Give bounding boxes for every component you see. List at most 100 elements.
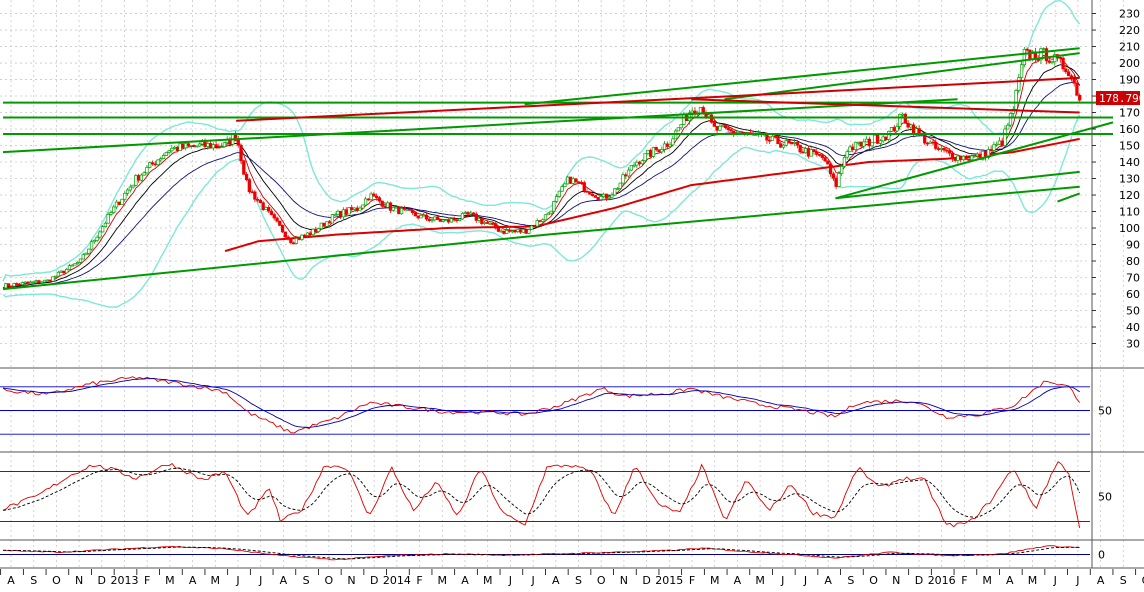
candle	[864, 136, 869, 143]
time-tick-label: N	[347, 574, 355, 587]
candle	[112, 204, 116, 214]
candle	[264, 206, 268, 211]
candle	[873, 133, 877, 144]
time-tick-label: N	[620, 574, 628, 587]
price-tick-label: 160	[1119, 123, 1140, 136]
candle	[826, 160, 830, 165]
candle	[629, 165, 633, 172]
candle	[862, 138, 866, 149]
candle	[377, 195, 382, 204]
price-tick-label: 110	[1119, 206, 1140, 219]
time-tick-label: A	[552, 574, 560, 587]
candle	[267, 205, 271, 213]
time-tick-label: O	[869, 574, 878, 587]
candle	[870, 142, 874, 149]
time-tick-label: J	[780, 574, 784, 587]
candle	[524, 229, 528, 235]
candle	[585, 188, 589, 193]
candle	[842, 154, 847, 169]
candle	[571, 176, 575, 186]
candle	[1044, 46, 1049, 65]
candle	[6, 283, 11, 287]
candle	[1014, 88, 1018, 112]
indicator-panel-1: 50	[0, 376, 1112, 435]
candle	[172, 145, 177, 150]
indicator-tick-label: 50	[1098, 405, 1112, 418]
candle	[676, 127, 681, 132]
candle	[184, 143, 188, 151]
candle	[416, 215, 420, 220]
price-axis: 3040506070809010011012013014015016017018…	[1092, 8, 1140, 351]
candle	[972, 155, 977, 158]
time-tick-label: N	[75, 574, 83, 587]
candle	[942, 147, 946, 153]
bollinger-upper	[2, 0, 1081, 282]
candle	[153, 160, 157, 167]
candle	[247, 177, 251, 194]
candle	[485, 220, 490, 224]
time-tick-label: S	[30, 574, 37, 587]
candle	[375, 193, 379, 201]
candle	[480, 216, 484, 226]
candle	[604, 193, 609, 202]
candle	[867, 136, 871, 149]
candle	[568, 176, 573, 185]
price-tick-label: 50	[1126, 305, 1140, 318]
candle	[482, 221, 487, 226]
candle	[59, 269, 63, 273]
candle	[361, 204, 365, 210]
candle	[26, 280, 30, 284]
candle	[433, 216, 437, 222]
candle	[391, 206, 395, 212]
candle	[574, 178, 578, 185]
candle	[136, 173, 141, 183]
candle	[923, 133, 927, 145]
candle	[114, 199, 119, 210]
time-tick-label: D	[642, 574, 650, 587]
candle	[294, 237, 299, 245]
candle	[78, 258, 83, 265]
candle	[657, 149, 661, 153]
candle	[538, 220, 542, 223]
candle	[92, 239, 96, 244]
time-tick-label: F	[144, 574, 150, 587]
candle	[1022, 46, 1026, 68]
candle	[801, 148, 805, 154]
candle	[635, 159, 639, 169]
candle	[823, 155, 827, 162]
last-price-badge-bg	[1096, 91, 1140, 106]
price-tick-label: 220	[1119, 24, 1140, 37]
candle	[1050, 61, 1054, 65]
time-tick-label: O	[52, 574, 61, 587]
candle	[834, 175, 838, 190]
candle	[350, 204, 354, 211]
candle	[840, 163, 844, 177]
candle	[192, 144, 196, 148]
candlesticks	[4, 46, 1082, 289]
candle	[947, 148, 952, 157]
indicator-panel-3: 0	[0, 545, 1105, 562]
candle	[856, 141, 860, 146]
time-tick-label: M	[710, 574, 720, 587]
candle	[970, 154, 974, 161]
candle	[9, 285, 13, 288]
candle	[430, 218, 434, 223]
candle	[341, 207, 346, 219]
candle	[369, 191, 373, 202]
candle	[1003, 125, 1007, 148]
ma-slow	[2, 82, 1080, 289]
time-tick-label: 2014	[383, 574, 411, 587]
candle	[632, 161, 636, 168]
candle	[878, 139, 883, 148]
candle	[70, 263, 74, 267]
candle	[17, 282, 22, 286]
candle	[892, 124, 896, 133]
candle	[507, 227, 512, 233]
candle	[477, 218, 481, 223]
candle	[65, 267, 69, 274]
candle	[601, 192, 606, 199]
time-tick-label: M	[982, 574, 992, 587]
grid-lines	[0, 0, 1124, 568]
indicator-signal-line	[3, 546, 1080, 560]
candle	[516, 229, 520, 234]
